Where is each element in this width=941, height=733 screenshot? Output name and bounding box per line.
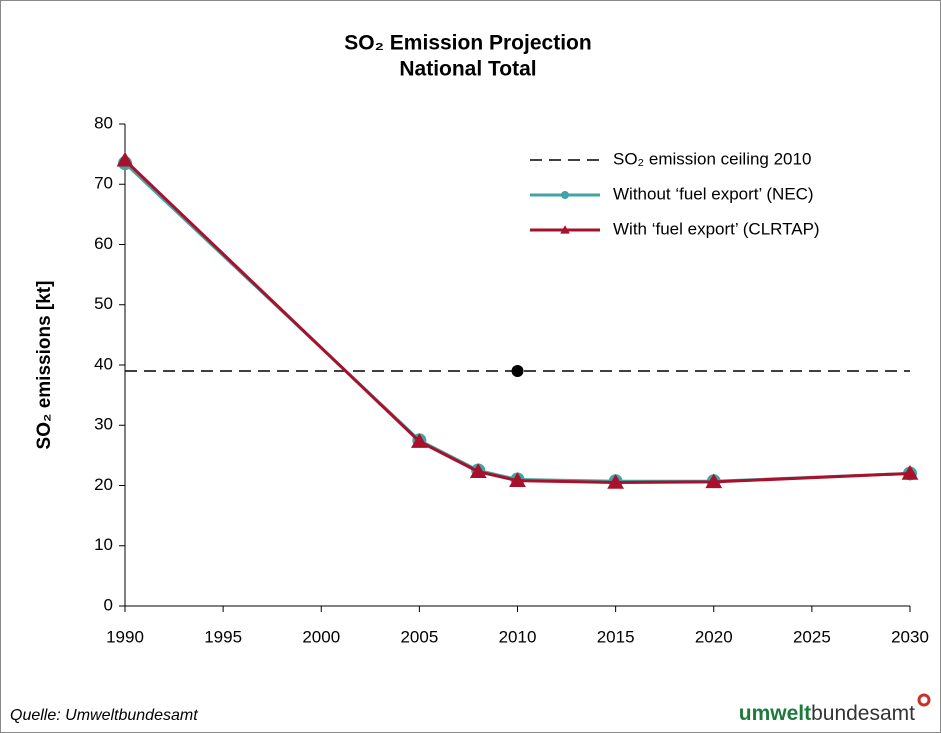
x-tick-label: 2020 <box>695 627 733 646</box>
y-tick-label: 80 <box>94 113 113 132</box>
x-tick-label: 2015 <box>597 627 635 646</box>
x-tick-label: 2005 <box>400 627 438 646</box>
series-marker <box>116 151 134 167</box>
x-tick-label: 1995 <box>204 627 242 646</box>
series-marker <box>509 472 526 487</box>
x-tick-label: 2000 <box>302 627 340 646</box>
logo-regular: bundesamt <box>811 702 915 725</box>
x-tick-label: 2010 <box>499 627 537 646</box>
legend-marker <box>561 191 569 199</box>
y-tick-label: 60 <box>94 234 113 253</box>
logo-bold: umwelt <box>739 702 811 725</box>
y-tick-label: 30 <box>94 415 113 434</box>
y-tick-label: 0 <box>104 595 113 614</box>
x-tick-label: 2030 <box>891 627 929 646</box>
y-tick-label: 40 <box>94 354 113 373</box>
x-tick-label: 1990 <box>106 627 144 646</box>
legend-marker <box>560 225 570 234</box>
y-tick-label: 70 <box>94 174 113 193</box>
series-marker <box>410 433 428 448</box>
series-marker <box>607 474 625 489</box>
logo-icon <box>917 693 931 707</box>
y-tick-label: 50 <box>94 294 113 313</box>
chart-title: SO₂ Emission Projection <box>344 32 591 55</box>
logo: umweltbundesamt <box>739 702 915 725</box>
y-tick-label: 20 <box>94 475 113 494</box>
legend-label: With ‘fuel export’ (CLRTAP) <box>613 219 820 238</box>
y-axis-label: SO₂ emissions [kt] <box>34 281 55 450</box>
series-marker <box>705 473 723 489</box>
y-tick-label: 10 <box>94 535 113 554</box>
legend-label: Without ‘fuel export’ (NEC) <box>613 184 814 203</box>
series-marker <box>901 465 919 480</box>
legend-label: SO₂ emission ceiling 2010 <box>613 149 811 168</box>
ceiling-marker <box>511 365 524 378</box>
chart-subtitle: National Total <box>399 58 536 81</box>
source: Quelle: Umweltbundesamt <box>10 707 198 724</box>
x-tick-label: 2025 <box>793 627 831 646</box>
series-marker <box>469 463 487 478</box>
